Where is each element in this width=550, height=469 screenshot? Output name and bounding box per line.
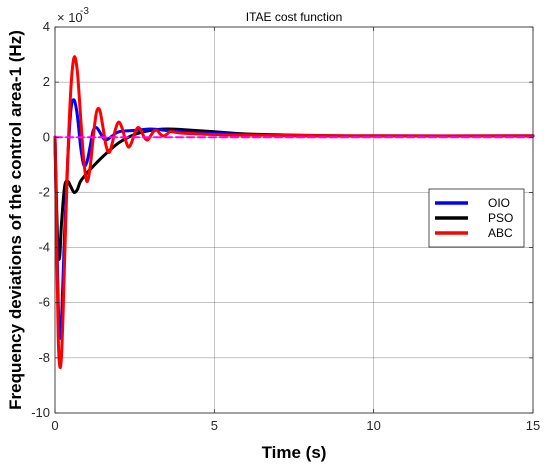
x-tick-label: 5 bbox=[211, 418, 218, 433]
legend: OIO PSO ABC bbox=[428, 188, 525, 248]
y-exponent-power: -3 bbox=[80, 6, 89, 17]
legend-label-oio: OIO bbox=[488, 196, 510, 210]
series-line-abc bbox=[53, 55, 535, 370]
x-tick-label: 0 bbox=[51, 418, 58, 433]
legend-label-pso: PSO bbox=[488, 211, 513, 225]
legend-label-abc: ABC bbox=[488, 226, 513, 240]
x-tick-label: 10 bbox=[366, 418, 380, 433]
x-tick-label: 15 bbox=[526, 418, 540, 433]
y-tick-label: -8 bbox=[38, 350, 50, 365]
y-tick-label: -10 bbox=[31, 405, 50, 420]
chart-title: ITAE cost function bbox=[246, 10, 343, 24]
y-tick-label: 4 bbox=[43, 19, 50, 34]
y-tick-label: -6 bbox=[38, 295, 50, 310]
series-lines bbox=[53, 55, 535, 370]
axis-ticks: 0 5 10 15 -10 -8 -6 -4 -2 0 2 4 bbox=[31, 19, 540, 433]
y-tick-label: -2 bbox=[38, 184, 50, 199]
y-exponent-base: × 10 bbox=[57, 10, 83, 25]
plot-frame bbox=[54, 26, 534, 414]
y-axis-label: Frequency deviations of the control area… bbox=[6, 30, 25, 410]
y-tick-label: -4 bbox=[38, 240, 50, 255]
y-tick-label: 2 bbox=[43, 74, 50, 89]
y-tick-label: 0 bbox=[43, 129, 50, 144]
x-axis-label: Time (s) bbox=[262, 443, 327, 462]
